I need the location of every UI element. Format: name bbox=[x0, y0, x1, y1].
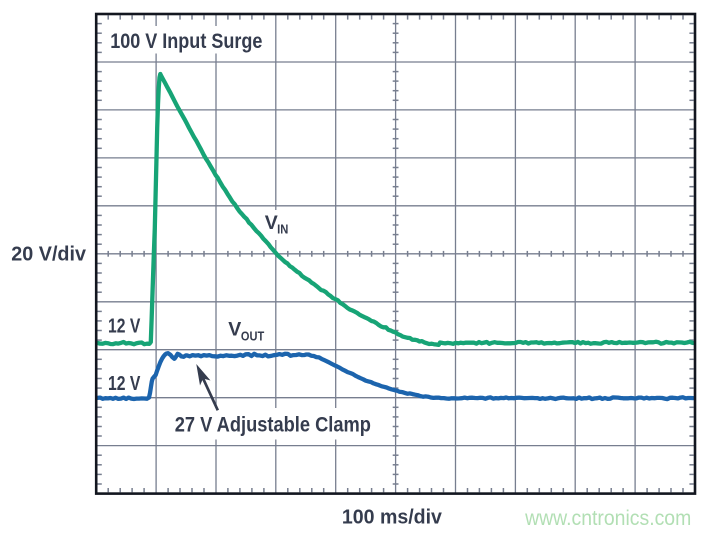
svg-text:12 V: 12 V bbox=[108, 315, 141, 337]
svg-text:100 ms/div: 100 ms/div bbox=[342, 507, 443, 529]
svg-text:20 V/div: 20 V/div bbox=[11, 243, 87, 265]
svg-text:12 V: 12 V bbox=[108, 373, 141, 395]
svg-text:OUT: OUT bbox=[241, 328, 264, 343]
svg-text:100 V Input Surge: 100 V Input Surge bbox=[110, 30, 262, 53]
svg-text:www.cntronics.com: www.cntronics.com bbox=[524, 506, 691, 530]
svg-text:27 V Adjustable Clamp: 27 V Adjustable Clamp bbox=[175, 413, 371, 436]
svg-text:IN: IN bbox=[277, 223, 288, 237]
svg-text:V: V bbox=[228, 319, 241, 341]
svg-text:V: V bbox=[265, 212, 278, 234]
